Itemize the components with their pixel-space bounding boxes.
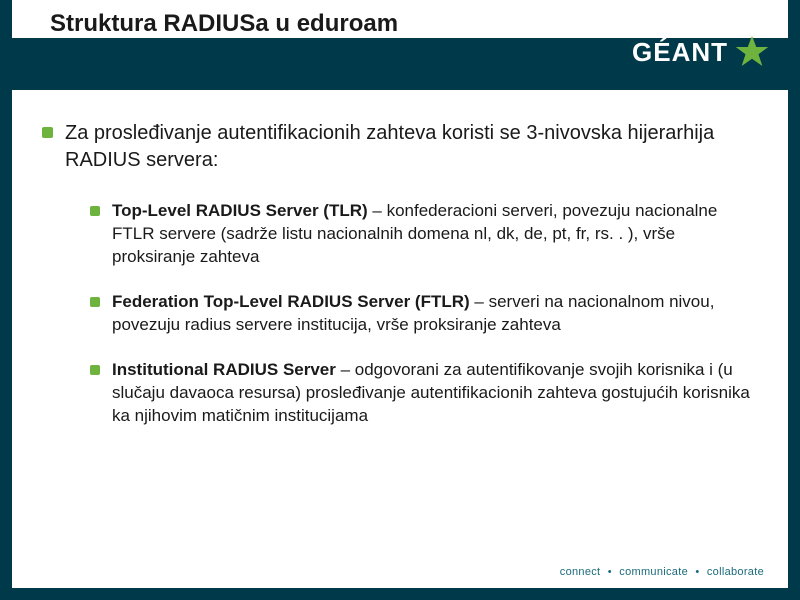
slide-title: Struktura RADIUSa u eduroam	[50, 10, 398, 38]
slide-frame	[0, 0, 800, 600]
geant-logo: GÉANT	[632, 34, 770, 70]
star-icon	[734, 34, 770, 70]
logo-text: GÉANT	[632, 37, 728, 68]
